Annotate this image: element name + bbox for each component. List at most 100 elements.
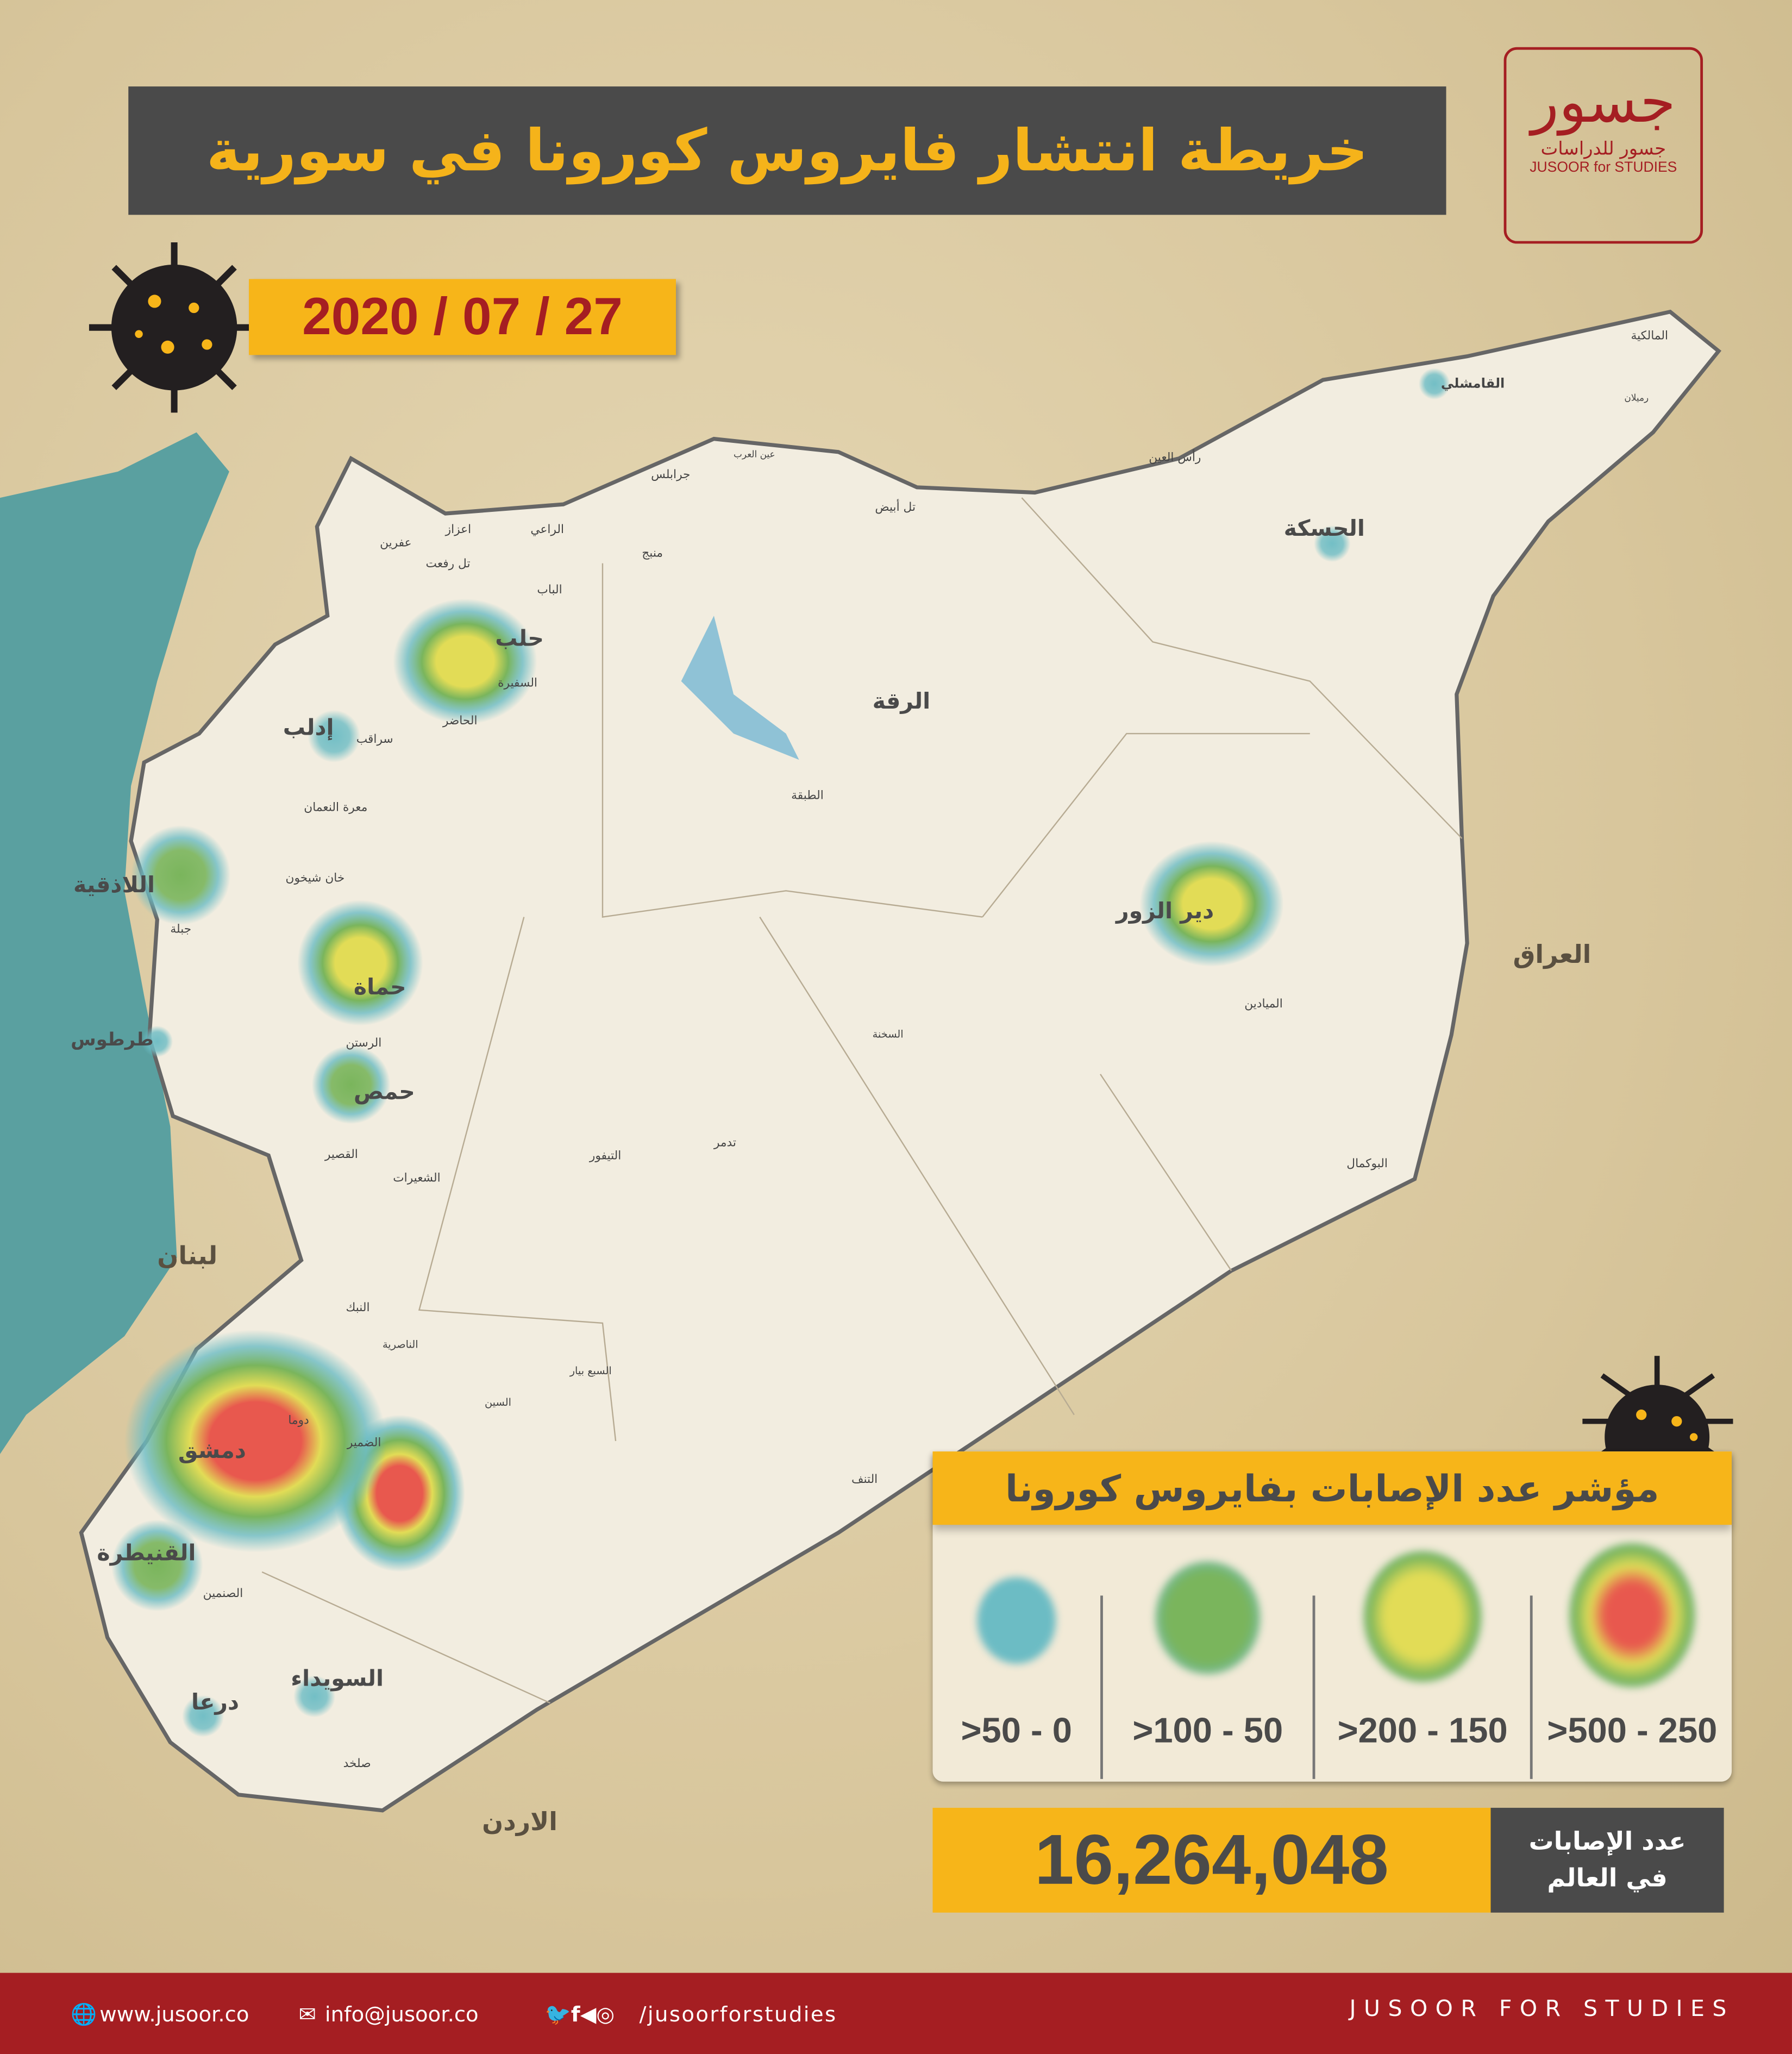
country-jordan: الاردن xyxy=(482,1807,557,1837)
town: الناصرية xyxy=(382,1338,418,1351)
euphrates-lake xyxy=(681,616,799,760)
email-icon: ✉ xyxy=(298,2001,316,2027)
town: اعزاز xyxy=(445,524,472,537)
date: 2020 / 07 / 27 xyxy=(302,287,623,346)
town: تل أبيض xyxy=(875,502,916,515)
divider xyxy=(1530,1595,1533,1779)
legend-item: >50 - 0 xyxy=(932,1525,1100,1782)
legend-label: >200 - 150 xyxy=(1337,1711,1508,1750)
legend-header: مؤشر عدد الإصابات بفايروس كورونا xyxy=(932,1451,1732,1525)
city-tartus: طرطوس xyxy=(71,1029,154,1051)
city-latakia: اللاذقية xyxy=(73,872,155,899)
logo-mark: جسور xyxy=(1531,69,1676,136)
sea xyxy=(0,432,229,1454)
world-cases-label: عدد الإصابات في العالم xyxy=(1490,1807,1724,1913)
town: معرة النعمان xyxy=(304,801,368,815)
town: الراعي xyxy=(530,524,565,537)
town: السخنة xyxy=(872,1028,904,1041)
legend-item: >100 - 50 xyxy=(1103,1525,1313,1782)
divider xyxy=(1100,1595,1103,1779)
city-raqqa: الرقة xyxy=(872,689,931,716)
email-link[interactable]: info@jusoor.co xyxy=(324,2001,479,2027)
town: عفرين xyxy=(380,537,412,550)
heat-blobs xyxy=(111,368,1450,1737)
city-hama: حماة xyxy=(353,974,406,1001)
town: البوكمال xyxy=(1346,1158,1388,1172)
town: الشعيرات xyxy=(393,1172,441,1186)
town: التيفور xyxy=(589,1150,622,1163)
logo-english: JUSOOR for STUDIES xyxy=(1530,160,1677,176)
legend: مؤشر عدد الإصابات بفايروس كورونا >50 - 0… xyxy=(932,1451,1732,1782)
date-badge: 2020 / 07 / 27 xyxy=(249,279,676,355)
town: صلخد xyxy=(343,1758,371,1771)
town: تدمر xyxy=(713,1137,736,1150)
virus-icon xyxy=(89,242,260,413)
town: الحاضر xyxy=(442,715,478,729)
city-hasakah: الحسكة xyxy=(1283,516,1365,543)
town: النبك xyxy=(346,1302,370,1316)
logo-arabic: جسور للدراسات xyxy=(1540,139,1666,160)
legend-label: >500 - 250 xyxy=(1547,1711,1718,1750)
footer: 🌐 www.jusoor.co ✉ info@jusoor.co 🐦f◀◎ /j… xyxy=(0,1972,1792,2054)
logo: جسور جسور للدراسات JUSOOR for STUDIES xyxy=(1503,47,1703,244)
city-damascus: دمشق xyxy=(178,1438,246,1465)
city-idlib: إدلب xyxy=(283,715,334,742)
town: دوما xyxy=(288,1414,309,1428)
world-cases-count: 16,264,048 xyxy=(932,1807,1491,1913)
town: جرابلس xyxy=(651,469,691,483)
city-deir-ez-zor: دير الزور xyxy=(1116,898,1214,925)
country-iraq: العراق xyxy=(1513,940,1592,969)
legend-swatch xyxy=(977,1577,1056,1664)
world-cases-box: 16,264,048 عدد الإصابات في العالم xyxy=(932,1807,1724,1913)
footer-brand: JUSOOR FOR STUDIES xyxy=(1349,1996,1734,2023)
town: المالكية xyxy=(1631,330,1669,343)
city-daraa: درعا xyxy=(191,1689,240,1717)
city-quneitra: القنيطرة xyxy=(97,1540,196,1567)
town: الميادين xyxy=(1244,998,1283,1012)
globe-icon: 🌐 xyxy=(71,2001,97,2027)
town: الباب xyxy=(537,584,562,598)
world-label-line1: عدد الإصابات xyxy=(1528,1827,1686,1857)
town: التنف xyxy=(851,1474,878,1487)
town: الضمير xyxy=(347,1437,381,1450)
page-title: خريطة انتشار فايروس كورونا في سورية xyxy=(206,117,1368,184)
town: منبج xyxy=(642,547,663,561)
town: السين xyxy=(484,1396,511,1408)
legend-swatch xyxy=(1363,1551,1482,1682)
town: الصنمين xyxy=(203,1587,243,1601)
town: رأس العين xyxy=(1149,452,1201,465)
town: الطبقة xyxy=(791,790,824,803)
city-homs: حمص xyxy=(353,1079,415,1106)
town: خان شيخون xyxy=(285,872,345,886)
city-aleppo: حلب xyxy=(495,626,544,653)
legend-label: >50 - 0 xyxy=(961,1711,1073,1750)
town: عين العرب xyxy=(734,449,775,460)
legend-swatch xyxy=(1155,1561,1261,1675)
town: جبلة xyxy=(170,923,192,937)
town: السفيرة xyxy=(498,677,537,691)
social-handle[interactable]: /jusoorforstudies xyxy=(639,2001,837,2027)
town: رميلان xyxy=(1624,393,1649,404)
website-link[interactable]: www.jusoor.co xyxy=(99,2001,249,2027)
city-sweida: السويداء xyxy=(291,1666,384,1693)
legend-swatch xyxy=(1569,1543,1695,1688)
legend-label: >100 - 50 xyxy=(1132,1711,1283,1750)
town: القصير xyxy=(324,1149,358,1162)
governorate-borders xyxy=(261,497,1463,1704)
virus-icon xyxy=(1582,1356,1733,1454)
divider xyxy=(1312,1595,1315,1779)
country-lebanon: لبنان xyxy=(157,1242,218,1271)
title-bar: خريطة انتشار فايروس كورونا في سورية xyxy=(128,86,1446,215)
town: الرستن xyxy=(346,1037,382,1051)
legend-item: >200 - 150 xyxy=(1315,1525,1530,1782)
city-qamishli: القامشلي xyxy=(1440,377,1505,392)
world-label-line2: في العالم xyxy=(1547,1864,1668,1893)
social-icons: 🐦f◀◎ xyxy=(544,2001,615,2027)
town: تل رفعت xyxy=(425,558,471,572)
town: السبع بيار xyxy=(569,1365,612,1377)
legend-item: >500 - 250 xyxy=(1533,1525,1732,1782)
legend-title: مؤشر عدد الإصابات بفايروس كورونا xyxy=(1005,1466,1659,1510)
town: سراقب xyxy=(356,734,393,747)
